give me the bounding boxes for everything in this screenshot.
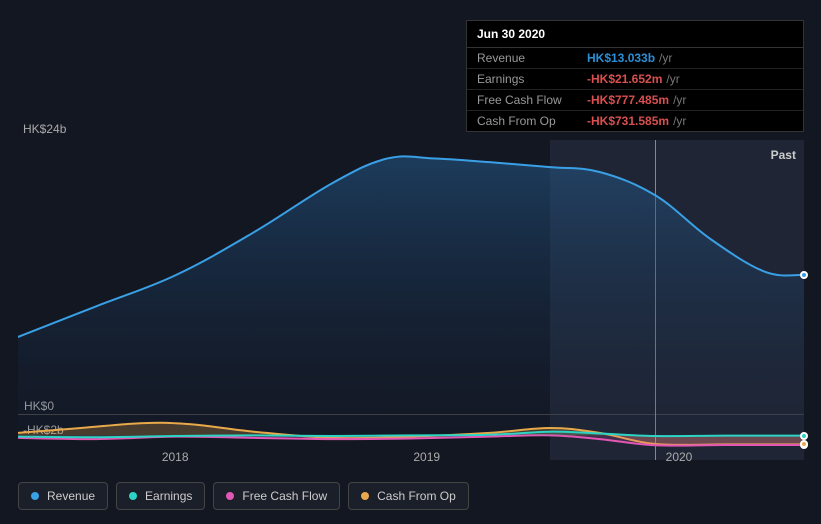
tooltip-metric-unit: /yr (659, 51, 672, 65)
tooltip-metric-unit: /yr (673, 93, 686, 107)
tooltip-date: Jun 30 2020 (467, 21, 803, 48)
tooltip-row: Free Cash Flow-HK$777.485m/yr (467, 90, 803, 111)
legend-dot-icon (226, 492, 234, 500)
legend: Revenue Earnings Free Cash Flow Cash From O… (18, 482, 469, 510)
series-end-marker (800, 271, 808, 279)
legend-label: Earnings (145, 489, 192, 503)
tooltip-row: Earnings-HK$21.652m/yr (467, 69, 803, 90)
tooltip-row: RevenueHK$13.033b/yr (467, 48, 803, 69)
tooltip-metric-label: Free Cash Flow (477, 93, 587, 107)
legend-item-fcf[interactable]: Free Cash Flow (213, 482, 340, 510)
legend-label: Cash From Op (377, 489, 456, 503)
legend-item-earnings[interactable]: Earnings (116, 482, 205, 510)
x-axis-tick: 2019 (413, 450, 440, 464)
tooltip-metric-value: -HK$731.585m (587, 114, 669, 128)
tooltip-row: Cash From Op-HK$731.585m/yr (467, 111, 803, 131)
chart-tooltip: Jun 30 2020 RevenueHK$13.033b/yrEarnings… (466, 20, 804, 132)
tooltip-metric-label: Earnings (477, 72, 587, 86)
legend-dot-icon (129, 492, 137, 500)
tooltip-metric-value: -HK$21.652m (587, 72, 662, 86)
financial-chart: Jun 30 2020 RevenueHK$13.033b/yrEarnings… (0, 0, 821, 524)
y-label-max: HK$24b (23, 122, 66, 136)
tooltip-metric-unit: /yr (673, 114, 686, 128)
legend-label: Free Cash Flow (242, 489, 327, 503)
legend-item-revenue[interactable]: Revenue (18, 482, 108, 510)
legend-label: Revenue (47, 489, 95, 503)
legend-dot-icon (31, 492, 39, 500)
legend-dot-icon (361, 492, 369, 500)
series-end-marker (800, 440, 808, 448)
x-axis-tick: 2018 (162, 450, 189, 464)
tooltip-metric-value: HK$13.033b (587, 51, 655, 65)
plot-area[interactable]: Past (18, 140, 804, 460)
tooltip-metric-label: Revenue (477, 51, 587, 65)
x-axis-tick: 2020 (666, 450, 693, 464)
tooltip-metric-value: -HK$777.485m (587, 93, 669, 107)
series-end-marker (800, 432, 808, 440)
legend-item-cfo[interactable]: Cash From Op (348, 482, 469, 510)
tooltip-metric-label: Cash From Op (477, 114, 587, 128)
chart-svg (18, 140, 804, 460)
tooltip-metric-unit: /yr (666, 72, 679, 86)
